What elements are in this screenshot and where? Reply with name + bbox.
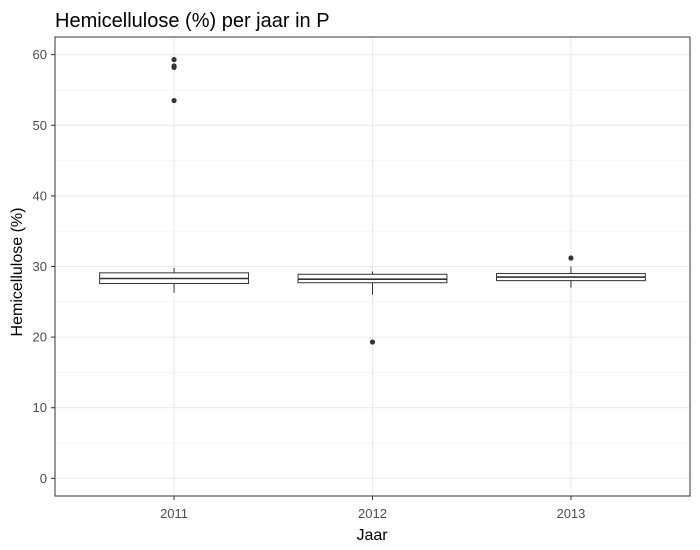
- y-tick-label: 10: [33, 400, 47, 415]
- y-tick-label: 20: [33, 330, 47, 345]
- outlier-point: [171, 63, 177, 69]
- outlier-point: [171, 97, 177, 104]
- x-axis-ticks: 2011 2012 2013: [160, 496, 585, 521]
- boxplot-series: [99, 56, 646, 345]
- y-axis-title: Hemicellulose (%): [9, 208, 26, 337]
- y-axis-ticks: 0 10 20 30 40 50 60: [33, 47, 55, 486]
- y-tick-label: 50: [33, 118, 47, 133]
- outlier-point: [369, 339, 376, 345]
- x-tick-label: 2011: [160, 506, 188, 521]
- y-tick-label: 60: [33, 47, 47, 62]
- box-2012: [297, 271, 448, 345]
- outlier-point: [171, 56, 177, 63]
- outlier-point: [568, 255, 574, 261]
- y-tick-label: 30: [33, 259, 47, 274]
- chart-title: Hemicellulose (%) per jaar in P: [55, 10, 330, 32]
- x-tick-label: 2013: [556, 506, 585, 521]
- x-axis-title: Jaar: [356, 527, 388, 544]
- y-tick-label: 40: [33, 188, 47, 203]
- x-tick-label: 2012: [358, 506, 387, 521]
- major-gridlines: [55, 37, 690, 496]
- box-2011: [99, 56, 249, 293]
- box-2013: [496, 255, 646, 288]
- y-tick-label: 0: [40, 471, 47, 486]
